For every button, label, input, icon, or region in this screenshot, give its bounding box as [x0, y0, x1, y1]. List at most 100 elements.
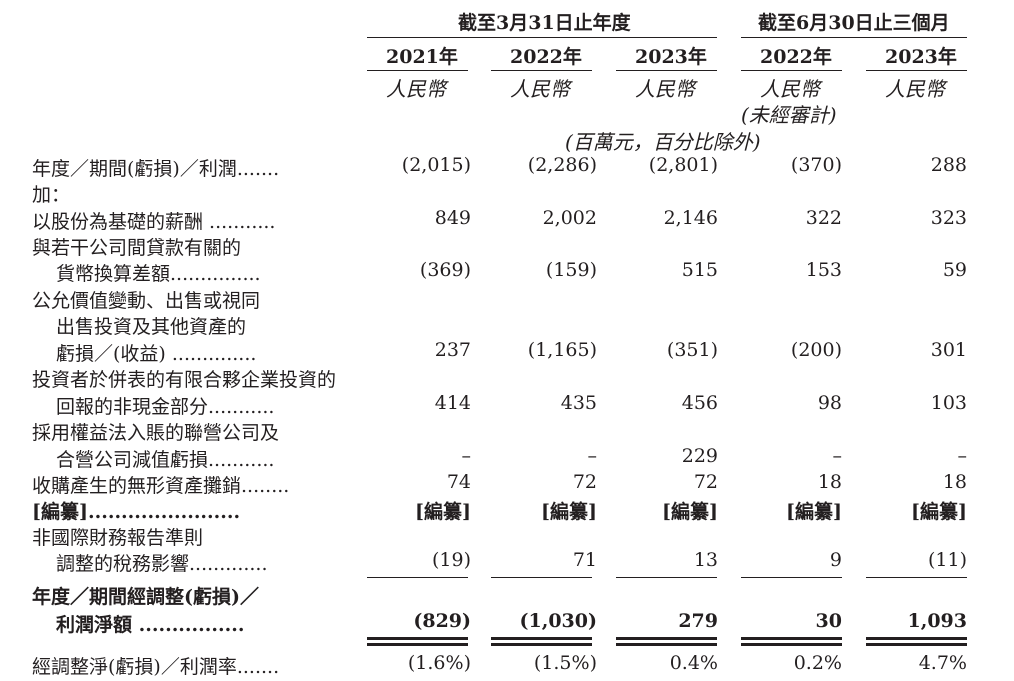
- cell-fx-fy2022: (159): [545, 259, 597, 281]
- year-rule-2: [491, 70, 592, 71]
- row-label-lp-line2: 回報的非現金部分...........: [56, 396, 275, 418]
- cell-redacted-fy2023: [編纂]: [662, 501, 718, 523]
- cell-impair-fy2023: 229: [681, 445, 718, 467]
- total-rule-bottom-4: [741, 643, 842, 646]
- cell-net-loss-q2023: 288: [930, 154, 967, 176]
- row-label-margin: 經調整淨(虧損)／利潤率.......: [32, 656, 280, 678]
- cell-fx-fy2023: 515: [681, 259, 718, 281]
- cell-amort-fy2023: 72: [693, 471, 718, 493]
- total-rule-bottom-2: [491, 643, 592, 646]
- header-group-three-months: 截至6月30日止三個月: [758, 12, 950, 34]
- cell-tax-fy2023: 13: [693, 549, 718, 571]
- row-label-amortization: 收購產生的無形資產攤銷........: [32, 475, 290, 497]
- total-rule-top-1: [367, 637, 468, 640]
- cell-fx-q2023: 59: [942, 259, 967, 281]
- year-rule-5: [866, 70, 967, 71]
- currency-5: 人民幣: [885, 77, 945, 101]
- row-label-tax-line2: 調整的稅務影響.............: [56, 553, 268, 575]
- header-period-2023: 2023年: [885, 46, 957, 68]
- cell-redacted-fy2021: [編纂]: [415, 501, 471, 523]
- total-rule-top-5: [866, 637, 967, 640]
- cell-amort-q2022: 18: [817, 471, 842, 493]
- cell-lp-fy2023: 456: [681, 392, 718, 414]
- cell-amort-fy2022: 72: [572, 471, 597, 493]
- header-group-rule-1: [367, 37, 717, 38]
- row-label-fv-line3: 虧損／(收益) ..............: [56, 343, 257, 365]
- row-label-net-loss: 年度／期間(虧損)／利潤.......: [32, 158, 280, 180]
- header-year-2022: 2022年: [510, 46, 582, 68]
- row-label-add: 加：: [32, 184, 71, 206]
- cell-margin-q2022: 0.2%: [793, 652, 842, 674]
- cell-tax-q2022: 9: [829, 549, 842, 571]
- row-label-share-based: 以股份為基礎的薪酬 ...........: [32, 211, 276, 233]
- cell-redacted-q2023: [編纂]: [911, 501, 967, 523]
- cell-fv-fy2021: 237: [434, 339, 471, 361]
- row-label-fv-line2: 出售投資及其他資產的: [56, 316, 247, 338]
- cell-impair-fy2022: –: [587, 445, 598, 467]
- header-group-fiscal-year: 截至3月31日止年度: [458, 12, 631, 34]
- cell-lp-q2023: 103: [930, 392, 967, 414]
- cell-fv-q2023: 301: [930, 339, 967, 361]
- cell-margin-fy2022: (1.5%): [533, 652, 597, 674]
- row-label-fv-line1: 公允價值變動、出售或視同: [32, 290, 261, 312]
- row-label-adjusted-line1: 年度／期間經調整(虧損)／: [32, 586, 259, 608]
- cell-fv-fy2023: (351): [666, 339, 718, 361]
- cell-fx-fy2021: (369): [419, 259, 471, 281]
- cell-amort-q2023: 18: [942, 471, 967, 493]
- cell-impair-q2022: –: [832, 445, 843, 467]
- cell-adjusted-fy2022: (1,030): [519, 610, 597, 632]
- cell-tax-fy2021: (19): [431, 549, 471, 571]
- year-rule-1: [367, 70, 468, 71]
- cell-sbc-fy2023: 2,146: [663, 207, 718, 229]
- currency-2: 人民幣: [510, 77, 570, 101]
- subtotal-rule-2: [491, 577, 592, 578]
- cell-sbc-fy2022: 2,002: [542, 207, 597, 229]
- cell-amort-fy2021: 74: [446, 471, 471, 493]
- cell-fv-q2022: (200): [790, 339, 842, 361]
- cell-lp-q2022: 98: [817, 392, 842, 414]
- cell-net-loss-fy2021: (2,015): [401, 154, 471, 176]
- cell-tax-fy2022: 71: [572, 549, 597, 571]
- cell-sbc-fy2021: 849: [434, 207, 471, 229]
- cell-lp-fy2022: 435: [560, 392, 597, 414]
- cell-adjusted-fy2021: (829): [413, 610, 471, 632]
- total-rule-top-2: [491, 637, 592, 640]
- year-rule-3: [616, 70, 717, 71]
- row-label-lp-line1: 投資者於併表的有限合夥企業投資的: [32, 369, 337, 391]
- total-rule-bottom-3: [616, 643, 717, 646]
- cell-adjusted-q2023: 1,093: [907, 610, 968, 632]
- row-label-adjusted-line2: 利潤淨額 ................: [56, 614, 245, 636]
- total-rule-top-3: [616, 637, 717, 640]
- header-year-2023: 2023年: [635, 46, 707, 68]
- row-label-fx-line2: 貨幣換算差額...............: [56, 263, 261, 285]
- subtotal-rule-4: [741, 577, 842, 578]
- cell-net-loss-q2022: (370): [790, 154, 842, 176]
- row-label-fx-line1: 與若干公司間貸款有關的: [32, 237, 242, 259]
- header-year-2021: 2021年: [386, 46, 458, 68]
- currency-1: 人民幣: [386, 77, 446, 101]
- cell-net-loss-fy2023: (2,801): [648, 154, 718, 176]
- cell-sbc-q2022: 322: [805, 207, 842, 229]
- cell-margin-q2023: 4.7%: [918, 652, 967, 674]
- row-label-tax-line1: 非國際財務報告準則: [32, 527, 204, 549]
- cell-redacted-fy2022: [編纂]: [541, 501, 597, 523]
- cell-sbc-q2023: 323: [930, 207, 967, 229]
- row-label-impair-line1: 採用權益法入賬的聯營公司及: [32, 422, 280, 444]
- cell-impair-q2023: –: [957, 445, 968, 467]
- row-label-redacted: [編纂].......................: [32, 501, 241, 523]
- currency-3: 人民幣: [635, 77, 695, 101]
- cell-adjusted-q2022: 30: [815, 610, 842, 632]
- cell-lp-fy2021: 414: [434, 392, 471, 414]
- subtotal-rule-5: [866, 577, 967, 578]
- row-label-impair-line2: 合營公司減值虧損...........: [56, 449, 275, 471]
- total-rule-bottom-5: [866, 643, 967, 646]
- cell-fx-q2022: 153: [805, 259, 842, 281]
- cell-tax-q2023: (11): [927, 549, 967, 571]
- cell-fv-fy2022: (1,165): [527, 339, 597, 361]
- subtotal-rule-1: [367, 577, 468, 578]
- year-rule-4: [741, 70, 842, 71]
- total-rule-top-4: [741, 637, 842, 640]
- unaudited-note: (未經審計): [741, 103, 837, 127]
- unit-note: (百萬元，百分比除外): [565, 130, 761, 154]
- cell-redacted-q2022: [編纂]: [786, 501, 842, 523]
